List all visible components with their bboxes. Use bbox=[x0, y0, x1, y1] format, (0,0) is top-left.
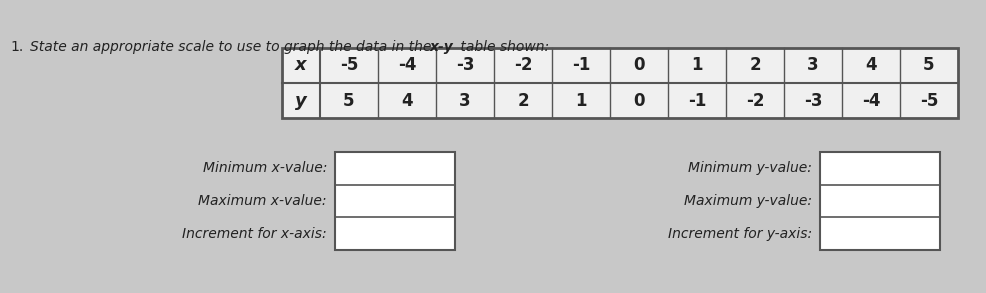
Text: 0: 0 bbox=[633, 91, 644, 110]
Text: 4: 4 bbox=[865, 57, 876, 74]
Bar bbox=[334, 152, 455, 250]
Text: -2: -2 bbox=[514, 57, 531, 74]
Text: 1: 1 bbox=[690, 57, 702, 74]
Text: Increment for y-axis:: Increment for y-axis: bbox=[668, 227, 811, 241]
Text: x-y: x-y bbox=[430, 40, 454, 54]
Text: 1: 1 bbox=[575, 91, 586, 110]
Bar bbox=[282, 48, 957, 118]
Text: -5: -5 bbox=[919, 91, 938, 110]
Text: Increment for x-axis:: Increment for x-axis: bbox=[182, 227, 326, 241]
Text: 2: 2 bbox=[517, 91, 528, 110]
Text: 0: 0 bbox=[633, 57, 644, 74]
Text: 4: 4 bbox=[400, 91, 412, 110]
Text: table shown:: table shown: bbox=[456, 40, 548, 54]
Text: State an appropriate scale to use to graph the data in the: State an appropriate scale to use to gra… bbox=[30, 40, 435, 54]
Text: y: y bbox=[295, 91, 307, 110]
Text: 3: 3 bbox=[458, 91, 470, 110]
Text: Minimum y-value:: Minimum y-value: bbox=[687, 161, 811, 175]
Text: -1: -1 bbox=[687, 91, 705, 110]
Text: -4: -4 bbox=[397, 57, 416, 74]
Text: 5: 5 bbox=[343, 91, 354, 110]
Bar bbox=[819, 152, 939, 250]
Text: 2: 2 bbox=[748, 57, 760, 74]
Text: -1: -1 bbox=[571, 57, 590, 74]
Text: 5: 5 bbox=[922, 57, 934, 74]
Bar bbox=[282, 48, 957, 118]
Text: -3: -3 bbox=[456, 57, 473, 74]
Text: Minimum x-value:: Minimum x-value: bbox=[202, 161, 326, 175]
Text: -3: -3 bbox=[803, 91, 821, 110]
Text: 1.: 1. bbox=[10, 40, 24, 54]
Text: -2: -2 bbox=[745, 91, 763, 110]
Text: x: x bbox=[295, 57, 307, 74]
Text: -4: -4 bbox=[861, 91, 880, 110]
Text: Maximum x-value:: Maximum x-value: bbox=[198, 194, 326, 208]
Text: 3: 3 bbox=[807, 57, 818, 74]
Text: -5: -5 bbox=[339, 57, 358, 74]
Text: Maximum y-value:: Maximum y-value: bbox=[683, 194, 811, 208]
